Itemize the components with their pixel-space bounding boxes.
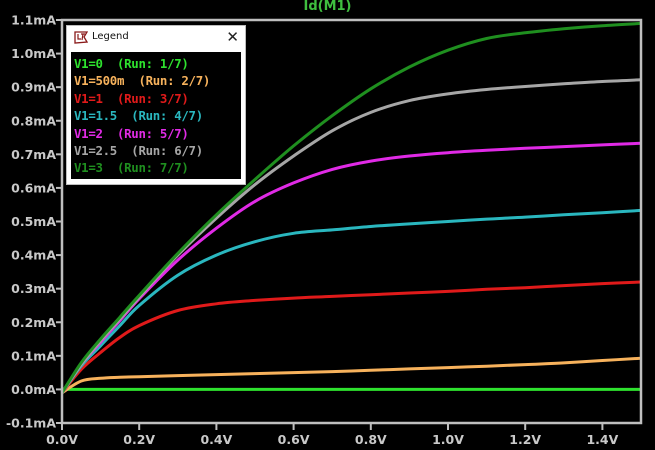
x-tick-label: 0.6V	[278, 432, 310, 447]
legend-item[interactable]: V1=2.5 (Run: 6/7)	[74, 143, 203, 159]
ltspice-logo-icon	[74, 31, 88, 44]
y-tick-label: -0.1mA	[6, 416, 56, 431]
legend-item[interactable]: V1=2 (Run: 5/7)	[74, 125, 189, 141]
y-tick-label: 0.2mA	[11, 315, 56, 330]
plot-title[interactable]: Id(M1)	[303, 0, 352, 14]
y-tick-label: 0.0mA	[11, 382, 56, 397]
y-axis: 1.1mA 1.0mA 0.9mA 0.8mA 0.7mA 0.6mA 0.5mA 0.4mA…	[6, 13, 62, 431]
legend-list: V1=0 (Run: 1/7) V1=500m (Run: 2/7) V1=1 …	[71, 52, 241, 179]
trace-line[interactable]	[60, 280, 642, 394]
trace-line[interactable]	[60, 21, 642, 394]
y-tick-label: 1.0mA	[11, 46, 56, 61]
x-tick-label: 0.8V	[355, 432, 387, 447]
x-tick-label: 0.0V	[46, 432, 78, 447]
y-tick-label: 0.1mA	[11, 348, 56, 363]
legend-item[interactable]: V1=500m (Run: 2/7)	[74, 73, 211, 89]
y-tick-label: 1.1mA	[11, 13, 56, 28]
legend-title: Legend	[92, 31, 129, 42]
legend-item[interactable]: V1=0 (Run: 1/7)	[74, 56, 189, 71]
y-tick-label: 0.5mA	[11, 214, 56, 229]
trace-line[interactable]	[60, 208, 642, 394]
y-tick-label: 0.3mA	[11, 281, 56, 296]
legend-titlebar[interactable]: Legend ✕	[67, 26, 245, 50]
legend-item[interactable]: V1=1.5 (Run: 4/7)	[74, 108, 203, 124]
y-tick-label: 0.8mA	[11, 113, 56, 128]
x-tick-label: 1.4V	[586, 432, 618, 447]
x-tick-label: 0.2V	[123, 432, 155, 447]
x-tick-label: 0.4V	[200, 432, 232, 447]
x-axis: 0.0V 0.2V 0.4V 0.6V 0.8V 1.0V 1.2V 1.4V	[46, 423, 619, 447]
legend-item[interactable]: V1=3 (Run: 7/7)	[74, 160, 189, 176]
trace-group	[60, 21, 642, 395]
y-tick-label: 0.9mA	[11, 80, 56, 95]
y-tick-label: 0.7mA	[11, 147, 56, 162]
y-tick-label: 0.4mA	[11, 248, 56, 263]
trace-line[interactable]	[61, 356, 642, 395]
x-tick-label: 1.2V	[509, 432, 541, 447]
close-icon[interactable]: ✕	[226, 28, 239, 46]
y-tick-label: 0.6mA	[11, 180, 56, 195]
x-tick-label: 1.0V	[432, 432, 464, 447]
legend-item[interactable]: V1=1 (Run: 3/7)	[74, 90, 189, 106]
legend-window[interactable]: Legend ✕ V1=0 (Run: 1/7) V1=500m (Run: 2…	[66, 25, 246, 185]
